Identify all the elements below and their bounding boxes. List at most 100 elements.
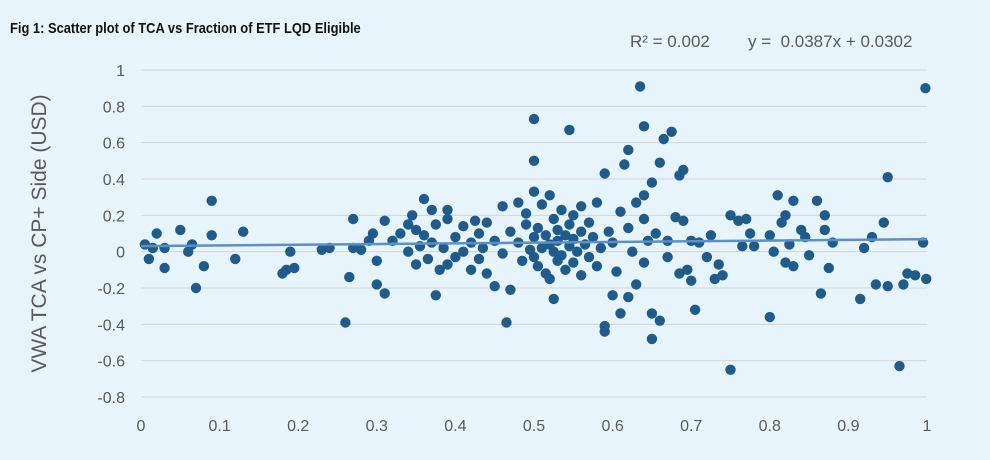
data-point [418,230,430,241]
data-point [615,206,626,217]
data-point [654,157,665,168]
figure-title: Fig 1: Scatter plot of TCA vs Fraction o… [10,20,361,37]
data-point [477,242,489,254]
x-tick-label: 0 [137,418,146,435]
data-point [481,268,492,279]
data-point [780,257,791,268]
data-point [517,255,528,266]
data-point [438,242,449,254]
data-point [473,228,485,239]
data-point [654,315,665,326]
data-point [638,190,650,201]
equation-annotation: y = 0.0387x + 0.0302 [748,32,912,51]
data-point [568,257,579,268]
data-point [513,197,524,208]
data-point [238,226,249,237]
data-point [344,271,355,283]
data-point [371,255,382,266]
data-point [819,210,830,221]
data-point [638,121,650,132]
data-point [631,279,642,290]
data-point [410,224,422,236]
data-point [371,279,382,290]
data-point [803,250,815,261]
y-tick-label: 0.8 [103,99,125,116]
data-point [623,222,634,234]
y-tick-label: -0.8 [97,390,125,407]
data-point [544,190,555,201]
data-point [230,253,241,265]
data-point [623,144,634,156]
data-point [674,268,685,279]
data-point [434,264,445,275]
data-point [143,253,155,265]
data-point [442,213,453,225]
data-point [855,293,866,305]
data-point [682,264,693,275]
x-tick-label: 0.3 [366,418,388,435]
data-point [190,282,202,294]
data-point [410,259,422,270]
x-tick-label: 0.6 [601,418,623,435]
data-point [650,228,661,239]
data-point [528,113,540,125]
data-point [536,199,548,210]
data-point [576,270,587,281]
data-point [564,219,575,230]
data-point [638,257,650,268]
data-point [528,231,540,243]
data-point [564,124,575,136]
data-point [450,231,461,243]
x-tick-label: 0.9 [837,418,859,435]
data-point [206,195,217,206]
data-point [572,246,583,257]
data-point [599,326,610,337]
data-point [418,193,430,205]
x-tick-label: 1 [923,418,932,435]
data-point [894,360,905,372]
y-tick-label: 0.4 [103,172,125,189]
data-point [469,215,481,226]
y-tick-label: -0.6 [97,354,125,371]
data-point [159,262,170,274]
data-point [591,197,603,208]
y-tick-label: -0.2 [97,281,125,298]
grid-lines [141,69,927,398]
data-point [638,213,650,225]
data-point [678,164,689,176]
x-tick-label: 0.5 [523,418,545,435]
data-point [206,230,217,241]
data-point [497,248,508,259]
data-point [815,288,827,299]
data-point [733,215,744,226]
data-point [678,215,689,226]
data-point [532,261,544,272]
trendline [140,237,928,248]
data-point [772,190,783,201]
data-point [920,83,931,94]
data-point [882,281,893,292]
data-point [175,224,186,236]
data-point [528,186,540,197]
data-point [576,201,587,212]
data-point [788,261,799,272]
data-point [725,210,736,221]
data-point [422,253,434,265]
x-tick-label: 0.1 [208,418,230,435]
data-point [426,204,437,216]
data-point [858,242,870,254]
data-point [646,308,658,319]
x-tick-label: 0.4 [444,418,466,435]
data-point [465,264,477,275]
data-point [666,126,677,137]
data-point [819,224,830,236]
data-point [705,230,717,241]
data-point [811,195,823,206]
data-point [615,308,626,319]
data-point [489,235,500,246]
data-point [548,213,559,225]
data-point [902,268,913,279]
data-point [788,195,799,206]
data-point [619,159,630,170]
